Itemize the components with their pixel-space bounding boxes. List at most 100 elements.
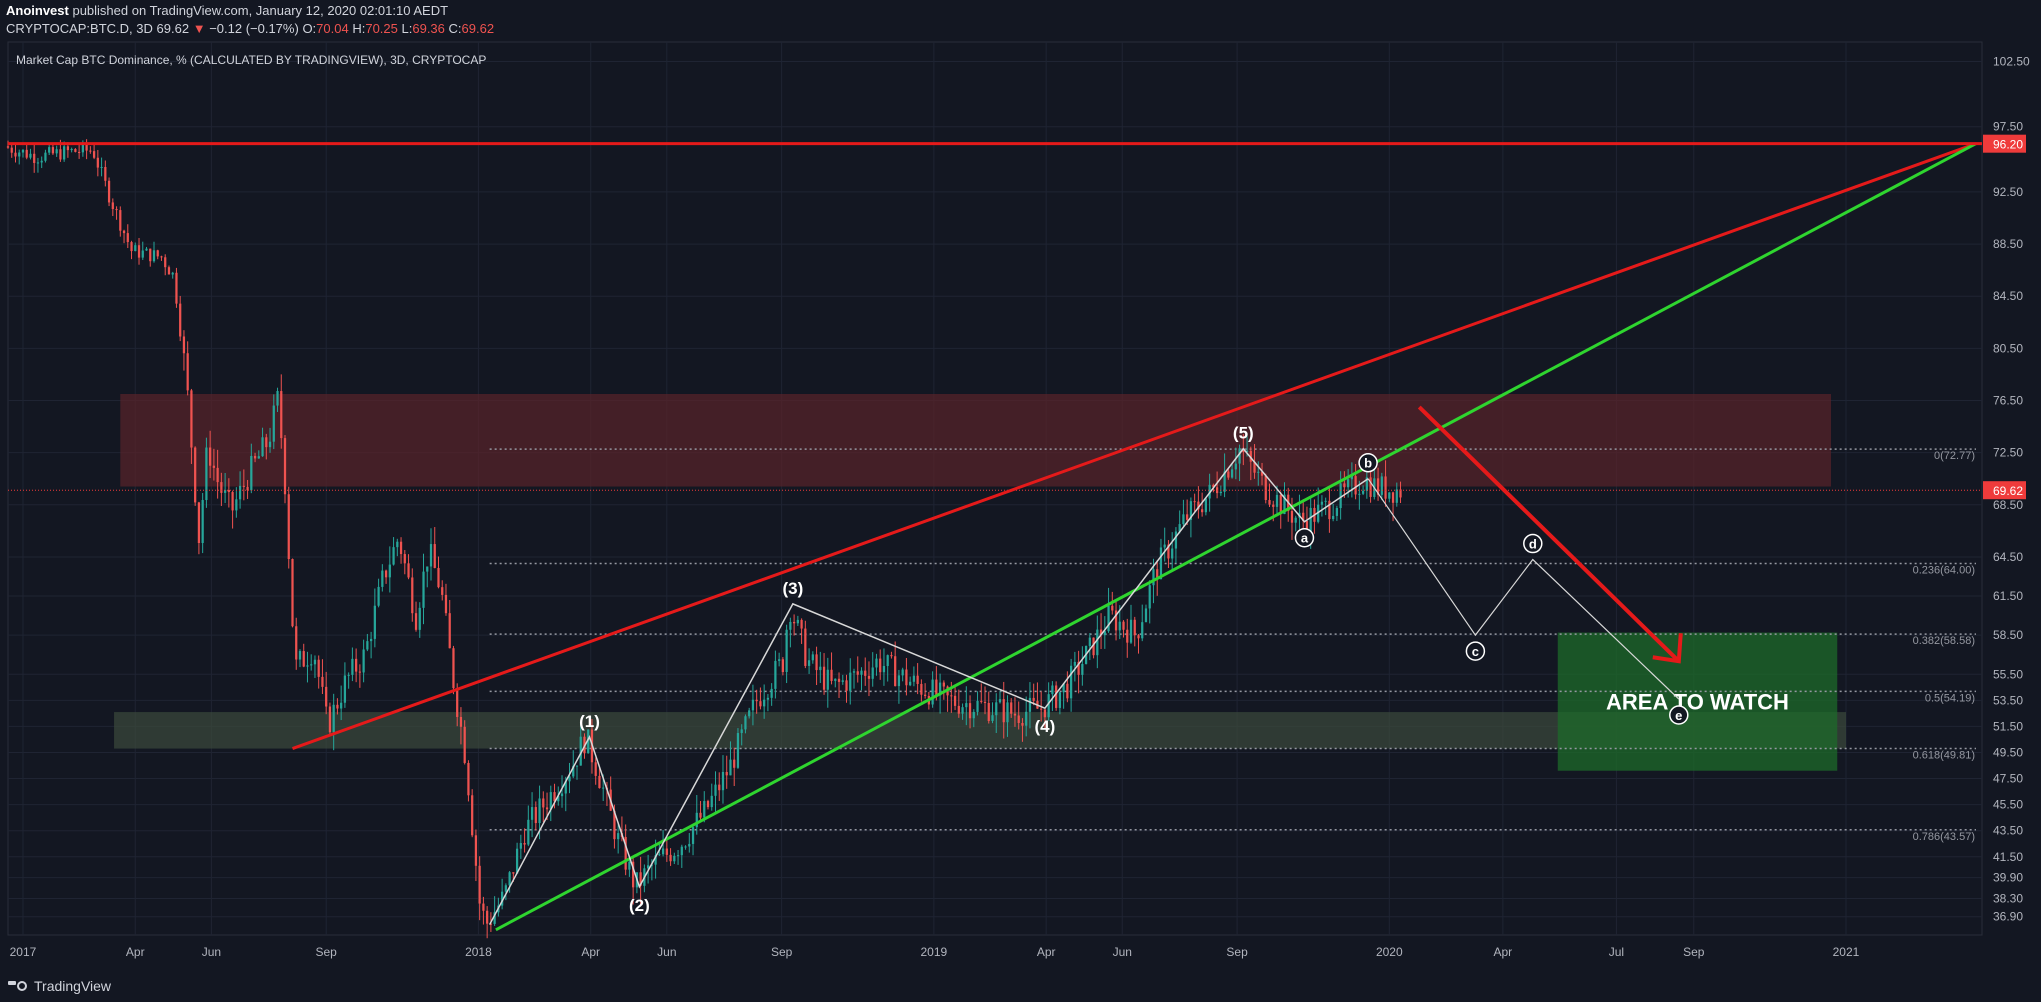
candle-body	[624, 837, 627, 870]
candle-body	[104, 166, 107, 181]
candle-body	[1264, 475, 1267, 501]
price-chart[interactable]: AREA TO WATCH 0(72.77) 0.236(64.00) 0.382(…	[0, 38, 2041, 970]
candle-body	[778, 659, 781, 661]
candle-body	[1294, 517, 1297, 523]
candle-body	[789, 621, 792, 630]
candle-body	[725, 771, 728, 776]
candle-body	[1118, 621, 1121, 631]
candle-body	[1324, 500, 1327, 502]
candle-body	[1171, 548, 1174, 559]
candle-body	[965, 703, 968, 708]
fib-level-label: 0.5(54.19)	[1925, 692, 1975, 704]
candle-body	[733, 759, 736, 768]
candle-body	[744, 716, 747, 730]
symbol-ohlc-line: CRYPTOCAP:BTC.D, 3D 69.62 ▼ −0.12 (−0.17…	[6, 21, 494, 36]
candle-body	[1350, 476, 1353, 480]
candle-body	[272, 405, 275, 442]
candle-body	[186, 353, 189, 391]
candle-body	[658, 854, 661, 856]
candle-body	[976, 700, 979, 712]
symbol-label[interactable]: CRYPTOCAP:BTC.D, 3D	[6, 21, 153, 36]
candle-body	[987, 702, 990, 721]
candle-body	[968, 703, 972, 719]
candle-body	[1133, 619, 1136, 636]
candle-body	[1148, 585, 1151, 609]
fib-level-label: 0.618(49.81)	[1913, 749, 1975, 761]
candle-body	[175, 272, 178, 304]
candle-body	[1395, 489, 1398, 503]
candle-body	[1249, 450, 1252, 462]
wave-label: (3)	[782, 579, 803, 598]
candle-body	[587, 729, 590, 754]
x-tick-label: 2020	[1376, 945, 1403, 959]
wave-point-circle	[1669, 705, 1689, 725]
candle-body	[238, 485, 242, 500]
low-value: 69.36	[412, 21, 445, 36]
candle-body	[362, 649, 365, 673]
candle-body	[729, 759, 732, 776]
candle-body	[1197, 501, 1200, 510]
tradingview-logo[interactable]: TradingView	[8, 978, 111, 994]
candle-body	[246, 486, 249, 491]
candle-body	[302, 651, 305, 667]
candle-body	[1081, 663, 1084, 675]
candle-body	[40, 160, 43, 163]
candle-body	[223, 490, 227, 493]
candle-body	[1058, 692, 1062, 708]
candle-body	[33, 153, 36, 163]
candle-body	[628, 861, 631, 870]
candle-body	[44, 152, 47, 161]
candle-body	[141, 250, 144, 258]
candle-body	[602, 787, 605, 789]
grid	[8, 42, 1982, 935]
candle-body	[29, 153, 32, 158]
candle-body	[474, 835, 478, 866]
candle-body	[1253, 461, 1256, 473]
y-axis[interactable]: 102.50 97.50 92.50 88.50 84.50 80.50 76.50 72.5…	[1983, 55, 2030, 924]
candle-body	[411, 577, 414, 614]
open-value: 70.04	[316, 21, 349, 36]
y-tick-label: 51.50	[1993, 719, 2023, 733]
candle-body	[512, 872, 515, 874]
candle-body	[916, 675, 919, 684]
open-label: O:	[302, 21, 317, 36]
candle-body	[759, 701, 762, 707]
candle-body	[680, 846, 683, 856]
candle-body	[36, 162, 40, 164]
candle-body	[1399, 489, 1402, 498]
candle-body	[785, 629, 788, 673]
candle-body	[190, 390, 193, 448]
wave-annotations: (1) (2) (3) (4) (5) a b c d e	[488, 424, 1689, 925]
candle-body	[942, 682, 945, 687]
candle-body	[107, 180, 111, 203]
green-lower-channel	[495, 142, 1977, 932]
candle-body	[1339, 483, 1342, 509]
candle-body	[781, 659, 784, 673]
candle-body	[197, 502, 201, 544]
x-axis[interactable]: 2017 Apr Jun Sep 2018 Apr Jun Sep 2019 Apr Jun Sep 2…	[10, 945, 1860, 959]
candle-body	[1242, 448, 1245, 452]
candle-body	[96, 157, 99, 168]
candle-body	[388, 564, 391, 578]
candle-body	[527, 819, 530, 845]
candle-body	[253, 455, 257, 459]
candle-body	[313, 659, 317, 665]
area-to-watch-label: AREA TO WATCH	[1606, 690, 1789, 715]
elliott-wave-path	[488, 447, 1369, 925]
candle-body	[564, 781, 567, 794]
candle-body	[122, 230, 126, 234]
candle-body	[310, 664, 313, 666]
candle-body	[358, 671, 361, 673]
author-name[interactable]: Anoinvest	[6, 3, 69, 18]
candle-body	[568, 776, 571, 782]
wave-label: (1)	[579, 712, 600, 731]
candle-body	[328, 706, 332, 733]
candle-body	[613, 810, 616, 840]
low-label: L:	[401, 21, 413, 36]
candle-body	[384, 570, 388, 578]
y-tick-label: 84.50	[1993, 289, 2023, 303]
chart-area[interactable]: AREA TO WATCH 0(72.77) 0.236(64.00) 0.382(…	[0, 38, 2041, 970]
x-tick-label: Apr	[581, 945, 600, 959]
candle-body	[661, 848, 665, 855]
y-tick-label: 55.50	[1993, 667, 2023, 681]
